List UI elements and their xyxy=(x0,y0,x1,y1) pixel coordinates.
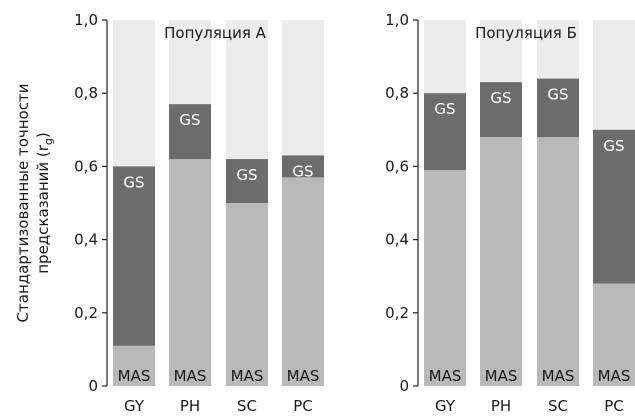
chart-panel-1: 0 0,2 0,4 0,6 0,8 1,0 MAS GS GY MAS GS PH MAS GS SC MAS… xyxy=(74,11,324,415)
y-tick-label: 0,6 xyxy=(385,157,409,175)
bar-mas xyxy=(593,283,635,386)
bar-label-gs: GS xyxy=(292,162,313,180)
y-tick-label: 0 xyxy=(399,377,409,395)
y-tick-label: 0,2 xyxy=(385,304,409,322)
y-axis-label-close: ) xyxy=(34,132,52,138)
y-axis-label-main: предсказаний (r xyxy=(34,144,52,274)
bar-mas xyxy=(226,203,268,386)
y-tick-label: 0,4 xyxy=(74,231,98,249)
y-axis-label-subscript: g xyxy=(42,138,55,145)
bar-mas xyxy=(480,137,522,386)
bar-label-gs: GS xyxy=(123,173,144,191)
bar-label-mas: MAS xyxy=(287,367,320,385)
bar-gs xyxy=(537,78,579,138)
y-tick-label: 0,8 xyxy=(74,84,98,102)
x-category-label: PH xyxy=(180,397,200,415)
chart-panel-2: 0 0,2 0,4 0,6 0,8 1,0 MAS GS GY MAS GS PH MAS GS SC MAS… xyxy=(385,11,635,415)
bar-label-mas: MAS xyxy=(598,367,631,385)
x-category-label: GY xyxy=(435,397,456,415)
panel-title: Популяция Б xyxy=(475,24,577,42)
bar-gs xyxy=(480,82,522,138)
y-tick-label: 0,2 xyxy=(74,304,98,322)
x-category-label: PH xyxy=(491,397,511,415)
bar-label-mas: MAS xyxy=(118,367,151,385)
bar-gs xyxy=(282,155,324,178)
bar-label-mas: MAS xyxy=(485,367,518,385)
y-tick-label: 1,0 xyxy=(385,11,409,29)
bar-label-gs: GS xyxy=(603,137,624,155)
y-axis-label-line2: предсказаний (rg) xyxy=(34,132,55,274)
x-category-label: PC xyxy=(293,397,313,415)
bar-label-mas: MAS xyxy=(429,367,462,385)
y-tick-label: 1,0 xyxy=(74,11,98,29)
bar-mas xyxy=(282,177,324,386)
x-category-label: GY xyxy=(124,397,145,415)
y-tick-label: 0 xyxy=(88,377,98,395)
bar-gs xyxy=(593,129,635,284)
bar-mas xyxy=(424,170,466,386)
x-category-label: PC xyxy=(604,397,624,415)
y-tick-label: 0,6 xyxy=(74,157,98,175)
panel-title: Популяция А xyxy=(164,24,267,42)
bar-mas xyxy=(169,159,211,386)
bar-label-mas: MAS xyxy=(231,367,264,385)
y-tick-label: 0,8 xyxy=(385,84,409,102)
bar-mas xyxy=(537,137,579,386)
bar-label-mas: MAS xyxy=(542,367,575,385)
x-category-label: SC xyxy=(548,397,568,415)
bar-gs xyxy=(113,166,155,346)
bar-mas xyxy=(113,345,155,386)
y-tick-label: 0,4 xyxy=(385,231,409,249)
bar-label-gs: GS xyxy=(547,86,568,104)
bar-label-gs: GS xyxy=(236,166,257,184)
bar-label-gs: GS xyxy=(179,111,200,129)
y-axis-label-line1: Стандартизованные точности xyxy=(14,84,32,323)
bar-label-gs: GS xyxy=(434,100,455,118)
bar-gs xyxy=(169,104,211,160)
bar-gs xyxy=(226,159,268,203)
bar-gs xyxy=(424,93,466,171)
bar-label-gs: GS xyxy=(490,89,511,107)
bar-label-mas: MAS xyxy=(174,367,207,385)
x-category-label: SC xyxy=(237,397,257,415)
